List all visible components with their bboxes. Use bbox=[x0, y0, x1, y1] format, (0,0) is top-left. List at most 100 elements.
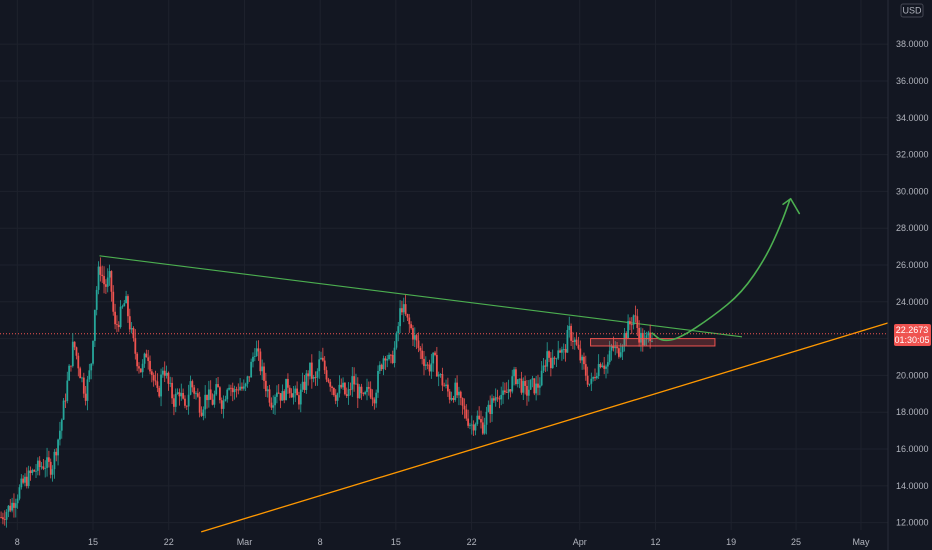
candle-body bbox=[483, 424, 486, 434]
resistance-trendline[interactable] bbox=[99, 255, 743, 338]
candle-body bbox=[377, 370, 379, 393]
candle-body bbox=[597, 363, 600, 377]
candle-body bbox=[594, 377, 596, 379]
candle-body bbox=[134, 338, 137, 354]
candle-body bbox=[560, 349, 563, 353]
candle-body bbox=[492, 398, 495, 401]
candle-body bbox=[619, 352, 622, 357]
candle-body bbox=[71, 341, 74, 367]
candle-body bbox=[564, 349, 567, 353]
candle-body bbox=[472, 424, 475, 431]
x-tick-label: 8 bbox=[15, 537, 20, 547]
y-tick-label: 38.0000 bbox=[896, 39, 929, 49]
candle-body bbox=[516, 379, 519, 384]
support-zone-rectangle[interactable] bbox=[590, 338, 716, 347]
candle-body bbox=[581, 356, 584, 361]
candle-body bbox=[9, 505, 12, 511]
candle-body bbox=[474, 423, 477, 431]
currency-button[interactable]: USD bbox=[900, 3, 924, 18]
candle-body bbox=[404, 304, 407, 314]
candle-body bbox=[643, 339, 646, 346]
candle-body bbox=[340, 384, 343, 388]
candle-body bbox=[18, 487, 21, 499]
candle-body bbox=[408, 317, 411, 325]
candle-body bbox=[505, 392, 508, 393]
candle-body bbox=[296, 388, 299, 396]
candle-body bbox=[577, 344, 580, 349]
candle-body bbox=[310, 362, 313, 379]
candle-body bbox=[35, 470, 37, 472]
candle-body bbox=[165, 372, 168, 376]
candle-body bbox=[16, 498, 19, 504]
candle-body bbox=[513, 369, 515, 377]
candle-body bbox=[544, 365, 547, 367]
candle-body bbox=[0, 517, 2, 518]
candle-body bbox=[410, 324, 413, 329]
candle-body bbox=[529, 379, 532, 390]
candle-body bbox=[149, 360, 151, 372]
candle-body bbox=[163, 370, 166, 376]
candle-body bbox=[321, 357, 324, 361]
candle-body bbox=[44, 467, 47, 469]
candle-body bbox=[281, 391, 284, 401]
candle-body bbox=[283, 391, 286, 401]
candle-body bbox=[125, 296, 128, 304]
candle-body bbox=[290, 393, 293, 398]
candle-body bbox=[424, 364, 427, 366]
candle-body bbox=[570, 325, 572, 341]
candle-body bbox=[299, 389, 302, 405]
candle-body bbox=[562, 349, 565, 350]
candle-body bbox=[298, 395, 300, 405]
candle-body bbox=[439, 374, 442, 375]
candle-body bbox=[121, 306, 124, 308]
candle-body bbox=[268, 389, 271, 403]
candle-body bbox=[496, 397, 499, 399]
candle-body bbox=[235, 389, 238, 391]
candle-body bbox=[553, 357, 556, 359]
candle-body bbox=[294, 388, 297, 394]
candle-body bbox=[386, 359, 389, 361]
candle-body bbox=[616, 346, 618, 349]
candle-body bbox=[584, 364, 587, 376]
candle-body bbox=[189, 381, 192, 395]
candle-body bbox=[228, 387, 230, 390]
candle-body bbox=[57, 439, 59, 456]
candle-body bbox=[456, 382, 458, 396]
candle-body bbox=[196, 393, 199, 397]
candle-body bbox=[27, 470, 30, 487]
candle-body bbox=[351, 376, 354, 390]
candle-body bbox=[237, 389, 240, 391]
candle-body bbox=[476, 415, 479, 424]
candle-body bbox=[595, 376, 598, 379]
currency-label: USD bbox=[902, 6, 922, 16]
candle-body bbox=[320, 357, 322, 360]
candle-body bbox=[432, 352, 435, 364]
projection-curve[interactable] bbox=[651, 197, 801, 342]
candle-body bbox=[498, 398, 501, 400]
candle-body bbox=[88, 370, 91, 380]
candle-body bbox=[323, 360, 326, 371]
candle-body bbox=[531, 378, 534, 380]
candle-body bbox=[24, 476, 26, 483]
y-tick-label: 20.0000 bbox=[896, 370, 929, 380]
price-axis[interactable] bbox=[887, 0, 932, 550]
candle-body bbox=[419, 347, 422, 351]
candle-body bbox=[136, 353, 139, 367]
candle-body bbox=[627, 321, 629, 339]
candle-body bbox=[465, 409, 468, 419]
candle-body bbox=[272, 405, 275, 408]
candle-body bbox=[152, 374, 155, 381]
candle-body bbox=[220, 400, 223, 409]
candle-body bbox=[174, 393, 177, 407]
y-tick-label: 28.0000 bbox=[896, 223, 929, 233]
candle-body bbox=[557, 350, 560, 359]
candle-body bbox=[114, 311, 116, 325]
y-tick-label: 26.0000 bbox=[896, 260, 929, 270]
candle-body bbox=[101, 274, 104, 277]
candle-body bbox=[423, 358, 425, 366]
candle-body bbox=[441, 374, 444, 386]
candle-body bbox=[178, 392, 181, 397]
candle-body bbox=[46, 457, 48, 468]
candle-body bbox=[55, 451, 58, 456]
